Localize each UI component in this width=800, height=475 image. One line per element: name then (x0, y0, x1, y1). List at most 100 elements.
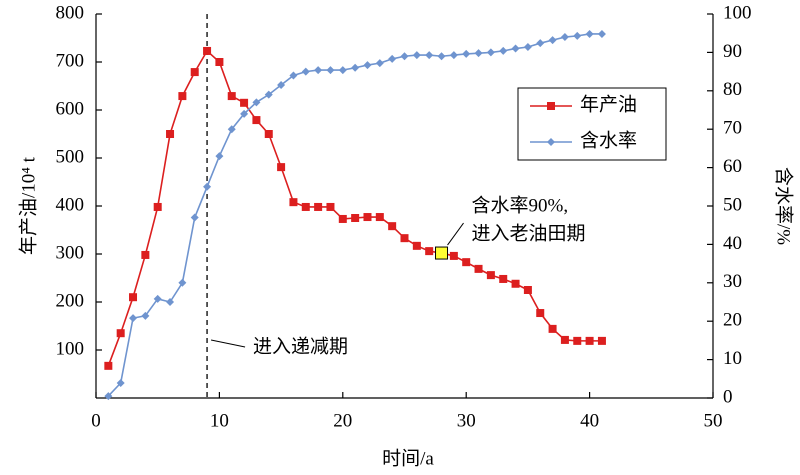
data-point (585, 29, 594, 38)
data-point (536, 39, 545, 48)
data-point (326, 202, 335, 211)
data-point (585, 336, 594, 345)
data-point (178, 92, 187, 101)
data-point (215, 152, 224, 161)
data-point (573, 31, 582, 40)
data-point (462, 49, 471, 58)
annotation-leader (210, 339, 246, 348)
annotation-text: 进入递减期 (253, 335, 348, 357)
data-point (449, 251, 458, 260)
y2-axis-label: 含水率/% (773, 167, 795, 245)
data-point (252, 98, 261, 107)
x-tick-label: 0 (91, 410, 101, 431)
annotation-leader (447, 222, 464, 246)
data-point (400, 234, 409, 243)
data-point (215, 58, 224, 66)
data-point (548, 324, 557, 333)
y2-tick-label: 10 (723, 348, 742, 369)
x-tick-label: 20 (333, 410, 352, 431)
y2-tick-label: 20 (723, 310, 742, 331)
data-point (166, 130, 175, 138)
data-point (560, 335, 569, 344)
y-axis-label: 年产油/10⁴ t (17, 156, 39, 255)
data-point (277, 163, 286, 172)
legend-label: 含水率 (580, 129, 637, 151)
data-point (104, 392, 113, 401)
y2-tick-label: 0 (723, 386, 733, 407)
legend-marker (547, 138, 555, 146)
x-tick-label: 30 (457, 410, 476, 431)
data-point (523, 286, 532, 294)
data-point (301, 67, 310, 76)
data-point (548, 36, 557, 45)
y-tick-label: 800 (56, 2, 85, 23)
data-point (449, 51, 458, 60)
data-point (511, 279, 520, 288)
data-point (116, 329, 125, 338)
data-point (301, 202, 310, 211)
data-point (178, 278, 187, 287)
y2-tick-label: 30 (723, 271, 742, 292)
data-point (264, 90, 273, 99)
data-point (314, 202, 323, 211)
y-tick-label: 700 (56, 50, 85, 71)
x-axis-label: 时间/a (382, 447, 434, 469)
data-point (597, 29, 606, 38)
data-point (190, 68, 199, 77)
data-point (289, 198, 298, 207)
data-point (597, 336, 606, 345)
legend-marker (547, 102, 555, 110)
data-point (388, 222, 397, 231)
y2-tick-label: 80 (723, 79, 742, 100)
data-point (523, 43, 532, 52)
y2-tick-label: 60 (723, 156, 742, 177)
annotation-text: 进入老油田期 (472, 222, 586, 244)
y-tick-label: 200 (56, 290, 85, 311)
data-point (227, 125, 236, 134)
data-point (388, 54, 397, 63)
data-point (375, 59, 384, 68)
data-point (203, 182, 212, 191)
legend-box (517, 87, 667, 161)
y2-tick-label: 40 (723, 233, 742, 254)
data-point (116, 379, 125, 388)
data-point (486, 48, 495, 57)
data-point (153, 294, 162, 303)
data-point (326, 66, 335, 75)
data-point (104, 361, 113, 370)
data-point (351, 214, 360, 222)
data-point (203, 46, 212, 55)
data-point (462, 258, 471, 267)
x-tick-label: 40 (580, 410, 599, 431)
data-point (511, 44, 520, 53)
data-point (412, 51, 421, 60)
y2-tick-label: 70 (723, 118, 742, 139)
y2-tick-label: 50 (723, 194, 742, 215)
data-point (363, 213, 372, 222)
y-tick-label: 100 (56, 338, 85, 359)
data-point (474, 49, 483, 58)
data-point (351, 63, 360, 72)
data-point (425, 247, 434, 256)
data-point (400, 52, 409, 61)
data-point (338, 66, 347, 75)
data-point (277, 81, 286, 90)
y2-tick-label: 90 (723, 41, 742, 62)
data-point (240, 109, 249, 118)
data-point (437, 52, 446, 61)
data-point (363, 61, 372, 70)
data-point (289, 71, 298, 80)
data-point (375, 213, 384, 222)
data-point (474, 264, 483, 273)
y-tick-label: 400 (56, 194, 85, 215)
data-point (560, 33, 569, 42)
data-point (338, 214, 347, 223)
data-point (190, 213, 199, 222)
data-point (425, 51, 434, 60)
data-point (314, 66, 323, 75)
data-point (129, 314, 138, 323)
data-point (166, 298, 175, 306)
x-tick-label: 10 (210, 410, 229, 431)
data-point (141, 250, 150, 259)
